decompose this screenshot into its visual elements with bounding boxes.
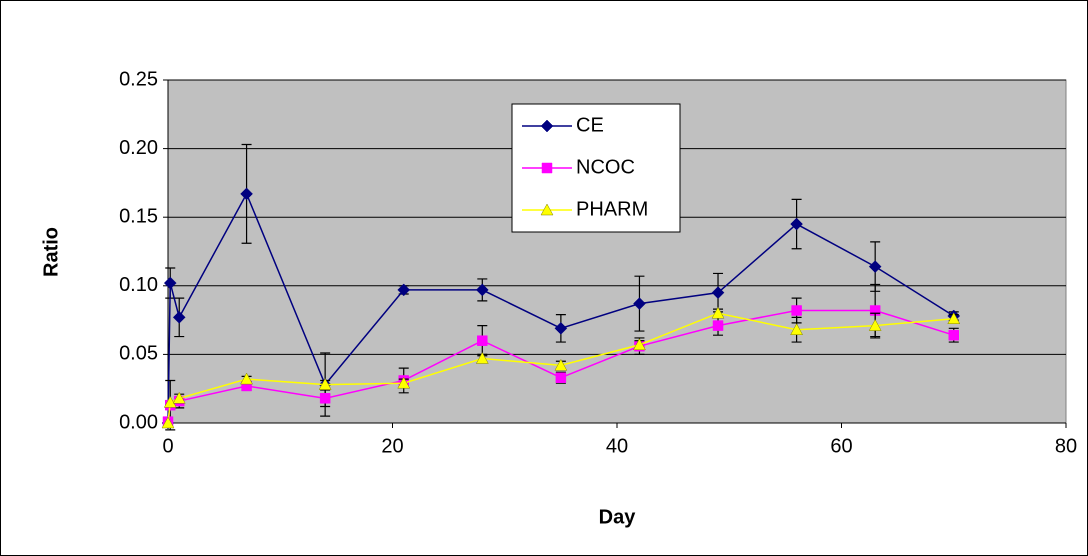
data-point [868,319,882,331]
data-point [475,351,489,364]
data-point [711,306,725,319]
data-point [172,311,186,324]
legend-label: NCOC [576,156,635,178]
data-point [397,283,411,297]
data-point [948,329,959,341]
data-point [240,187,253,201]
data-point [240,372,253,385]
data-point [554,321,568,335]
x-tick-label: 40 [606,435,628,457]
legend-marker [540,119,554,133]
y-tick-label: 0.20 [119,137,158,159]
x-tick-label: 80 [1055,435,1077,457]
legend-label: PHARM [576,198,648,220]
y-tick-label: 0.10 [119,274,158,296]
data-point [318,378,332,390]
data-point [477,335,488,346]
data-point [868,260,882,273]
y-tick-label: 0.25 [119,68,158,90]
x-tick-label: 20 [381,435,403,457]
data-point [633,338,646,351]
data-point [712,320,724,331]
data-point [319,393,331,404]
y-axis-title: Ratio [40,227,62,277]
data-point [711,286,725,300]
data-point [163,395,177,408]
legend-marker [541,162,553,174]
data-point [790,217,803,231]
legend-label: CE [576,114,604,136]
data-point [172,391,186,404]
y-tick-label: 0.00 [119,411,158,433]
x-tick-label: 60 [830,435,852,457]
data-point [555,372,567,383]
data-point [397,376,411,389]
data-point [161,416,175,429]
data-point [791,305,802,316]
x-axis-title: Day [599,506,637,528]
data-point [475,283,489,297]
y-tick-label: 0.15 [119,205,158,227]
data-point [163,276,177,290]
y-tick-label: 0.05 [119,343,158,365]
data-point [633,297,646,310]
data-point [947,312,961,324]
data-point [790,323,804,335]
x-tick-label: 0 [162,435,173,457]
data-point [554,358,568,371]
legend-marker [540,203,554,216]
